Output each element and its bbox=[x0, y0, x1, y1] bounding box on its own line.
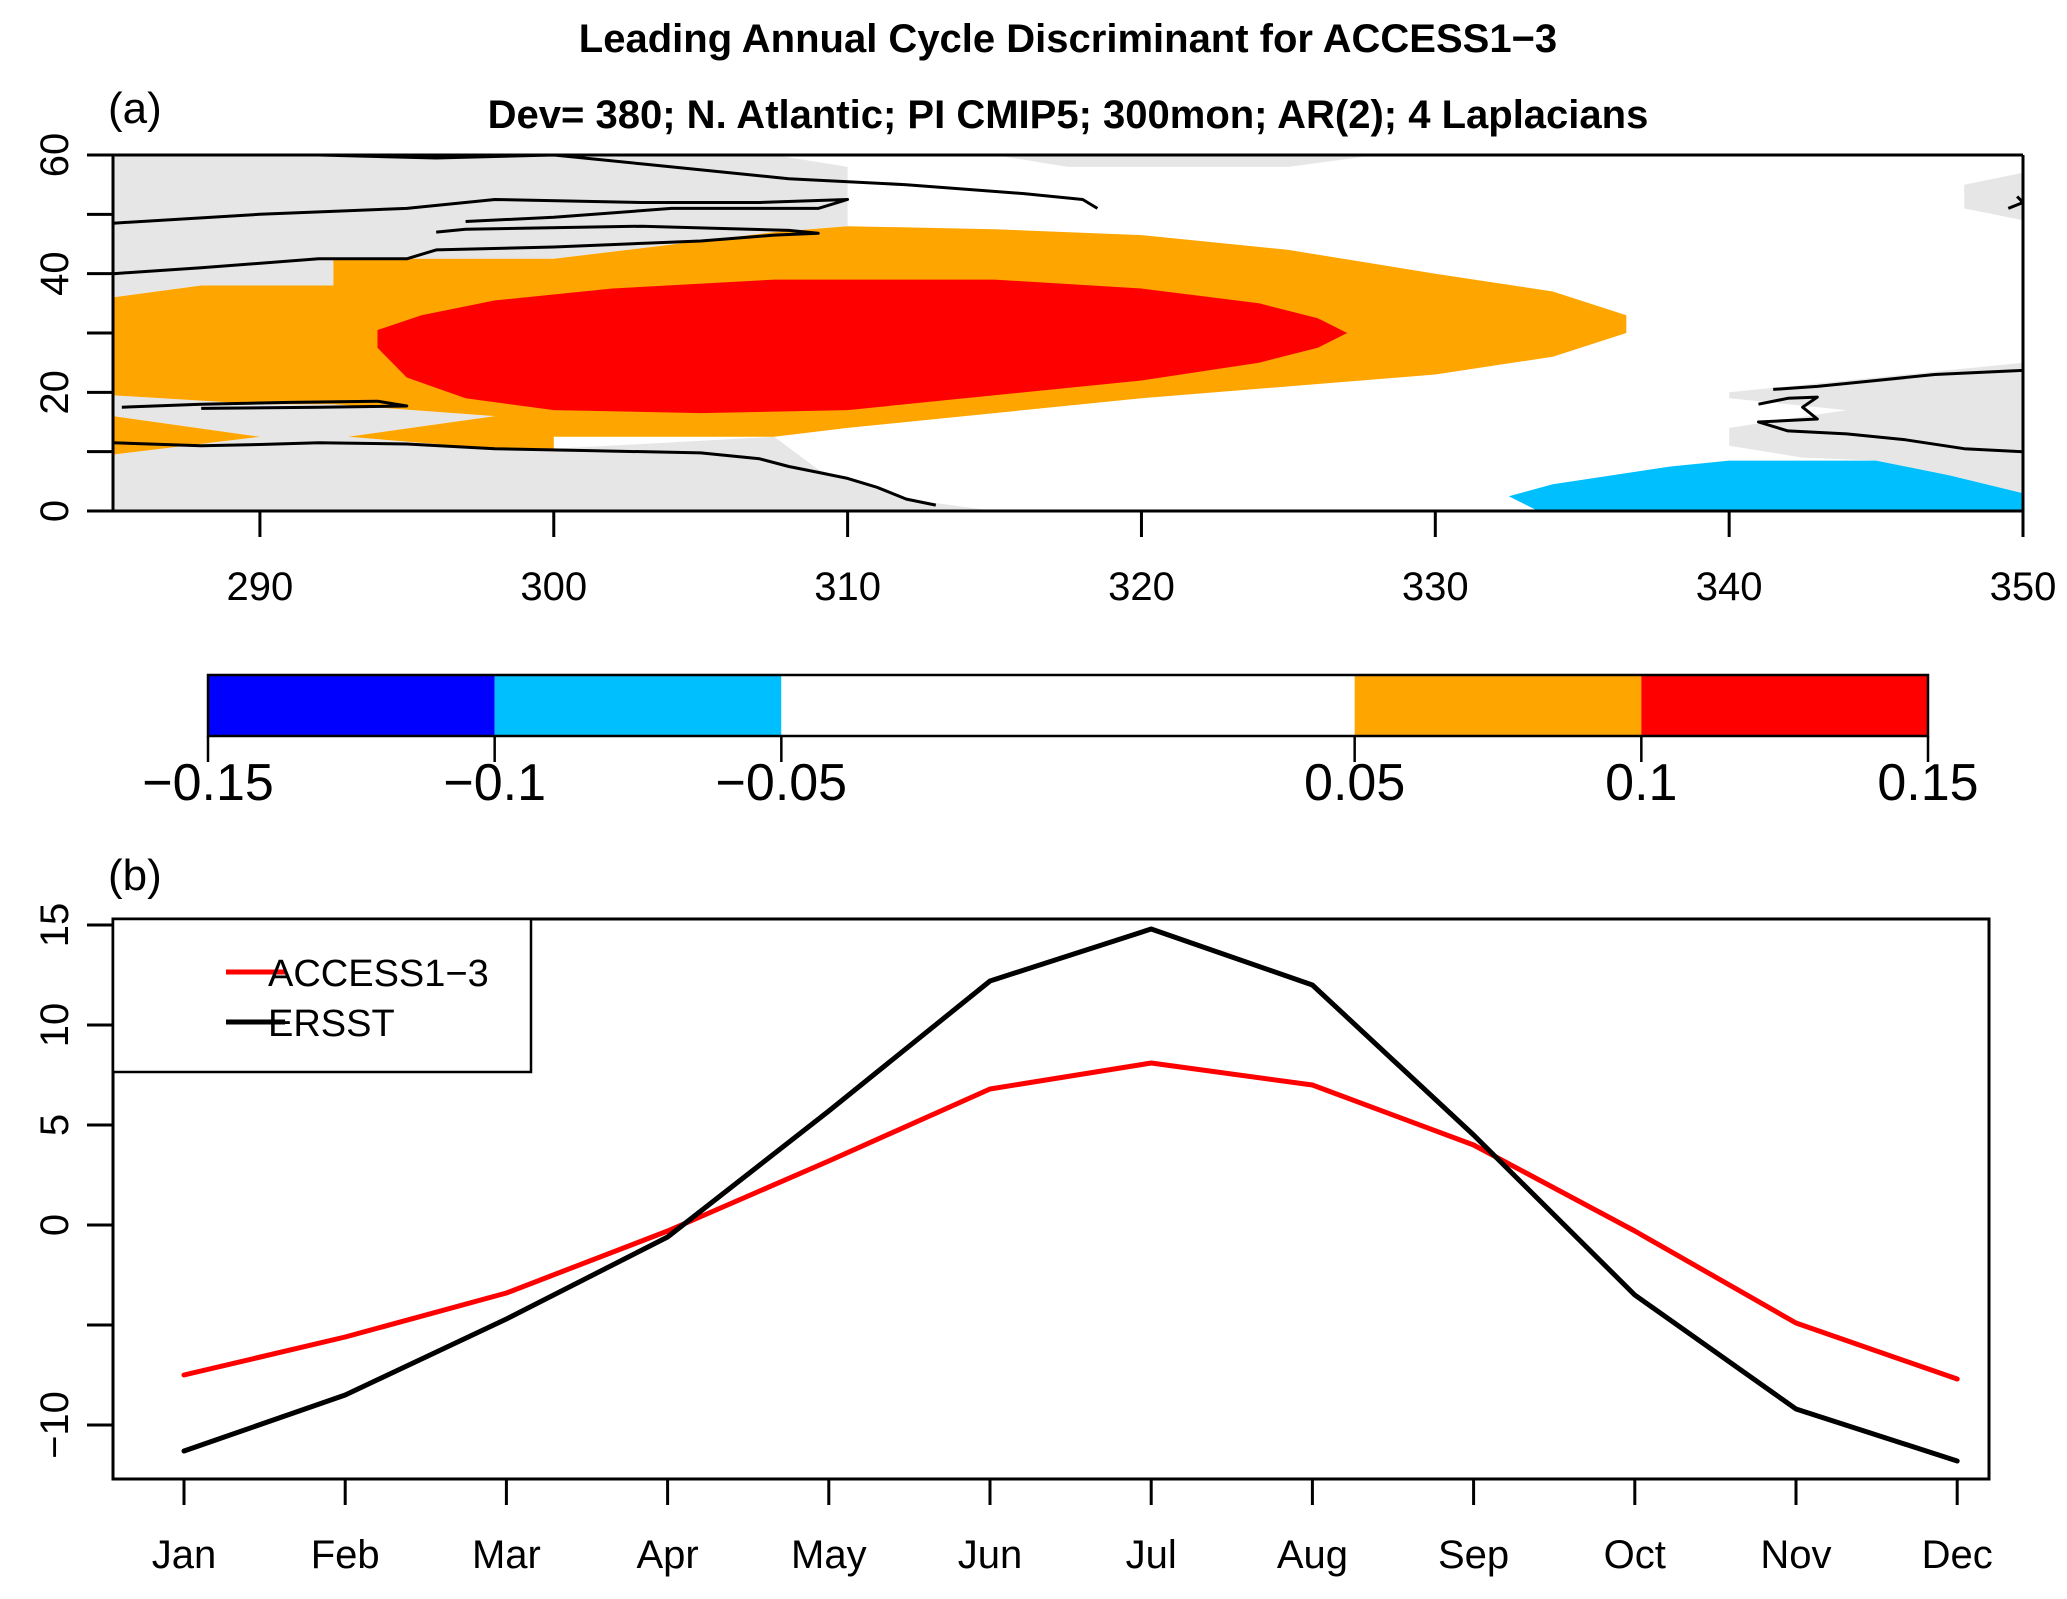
map-y-tick-label: 60 bbox=[33, 133, 77, 178]
line-y-tick-label: 5 bbox=[33, 1114, 77, 1136]
field-layer bbox=[113, 226, 2023, 511]
panel-b-label: (b) bbox=[108, 851, 162, 900]
map-y-tick-label: 0 bbox=[33, 500, 77, 522]
line-series-layer bbox=[181, 926, 1960, 1464]
map-area bbox=[113, 155, 2023, 511]
map-x-tick-label: 330 bbox=[1402, 565, 1469, 609]
coastline-0 bbox=[113, 224, 820, 276]
line-y-tick-label: 0 bbox=[33, 1214, 77, 1236]
legend: ACCESS1−3 ERSST bbox=[111, 917, 533, 1074]
line-y-tick-label: 15 bbox=[33, 903, 77, 948]
colorbar-segment bbox=[494, 675, 782, 736]
line-x-tick-label-jul: Jul bbox=[1126, 1533, 1177, 1577]
line-x-tick-label-may: May bbox=[791, 1533, 867, 1577]
line-y-tick-label: 10 bbox=[33, 1003, 77, 1048]
colorbar-segment bbox=[1354, 675, 1642, 736]
coastline-6 bbox=[1757, 395, 2023, 454]
contour-region-positive-0-05-0-1-orange-southwest-lobe-2 bbox=[348, 416, 554, 449]
figure-title: Leading Annual Cycle Discriminant for AC… bbox=[579, 17, 1557, 61]
legend-label-ersst: ERSST bbox=[268, 1003, 395, 1045]
land-region-caribbean-gulf bbox=[113, 395, 995, 511]
map-x-ticks: 290 300 310 320 330 340 350 bbox=[227, 511, 2057, 609]
line-y-ticks: −10 0 5 10 15 bbox=[33, 903, 113, 1459]
contour-region-positive-0-1-0-15-red bbox=[377, 279, 1348, 414]
coastline-7 bbox=[2007, 195, 2023, 210]
colorbar-tick-label: 0.05 bbox=[1304, 754, 1405, 812]
line-x-tick-label-jan: Jan bbox=[152, 1533, 217, 1577]
line-x-tick-label-oct: Oct bbox=[1604, 1533, 1666, 1577]
line-x-tick-label-feb: Feb bbox=[311, 1533, 380, 1577]
line-x-tick-label-nov: Nov bbox=[1760, 1533, 1831, 1577]
colorbar-tick-label: −0.05 bbox=[716, 754, 848, 812]
colorbar: −0.15 −0.1 −0.05 0.05 0.1 0.15 bbox=[142, 673, 1979, 812]
colorbar-segment bbox=[208, 675, 495, 736]
line-x-tick-label-sep: Sep bbox=[1438, 1533, 1509, 1577]
colorbar-tick-label: 0.15 bbox=[1877, 754, 1978, 812]
colorbar-segment bbox=[781, 675, 1355, 736]
map-x-tick-label: 310 bbox=[814, 565, 881, 609]
line-plot-frame bbox=[111, 917, 1991, 1481]
line-y-tick-label: −10 bbox=[33, 1391, 77, 1459]
series-line-ersst bbox=[181, 926, 1960, 1464]
map-y-ticks: 0 20 40 60 bbox=[33, 133, 113, 522]
land-region-europe-edge bbox=[1964, 172, 2023, 221]
coastline-2 bbox=[318, 155, 1099, 210]
line-x-tick-label-aug: Aug bbox=[1277, 1533, 1348, 1577]
line-x-tick-label-apr: Apr bbox=[636, 1533, 698, 1577]
colorbar-tick-label: −0.15 bbox=[142, 754, 274, 812]
panel-a-subtitle: Dev= 380; N. Atlantic; PI CMIP5; 300mon;… bbox=[488, 93, 1649, 137]
map-x-tick-label: 350 bbox=[1990, 565, 2057, 609]
map-x-tick-label: 290 bbox=[227, 565, 294, 609]
land-region-west-africa bbox=[1729, 362, 2023, 494]
line-x-ticks: Jan Feb Mar Apr May Jun Jul Aug Sep Oct Nov Dec bbox=[152, 1479, 1993, 1577]
legend-label-access: ACCESS1−3 bbox=[268, 953, 489, 995]
map-y-tick-label: 20 bbox=[33, 370, 77, 415]
series-line-access1-3 bbox=[181, 1060, 1960, 1382]
colorbar-segment bbox=[1641, 675, 1928, 736]
panel-a-label: (a) bbox=[108, 84, 162, 133]
legend-box bbox=[111, 917, 533, 1074]
land-region-northern-strip bbox=[994, 155, 1377, 167]
colorbar-tick-label: 0.1 bbox=[1605, 754, 1677, 812]
line-x-tick-label-mar: Mar bbox=[472, 1533, 541, 1577]
map-x-tick-label: 340 bbox=[1696, 565, 1763, 609]
map-x-tick-label: 320 bbox=[1108, 565, 1175, 609]
map-y-tick-label: 40 bbox=[33, 251, 77, 296]
colorbar-border bbox=[206, 673, 1930, 738]
map-x-tick-label: 300 bbox=[520, 565, 587, 609]
line-x-tick-label-jun: Jun bbox=[958, 1533, 1023, 1577]
coastline-3 bbox=[121, 399, 409, 410]
colorbar-tick-label: −0.1 bbox=[443, 754, 546, 812]
coastline-4 bbox=[113, 441, 937, 507]
line-x-tick-label-dec: Dec bbox=[1922, 1533, 1993, 1577]
coastline-5 bbox=[1773, 368, 2023, 391]
coastline-layer bbox=[113, 155, 2023, 507]
coastline-1 bbox=[113, 198, 850, 225]
contour-region-negative-0-1-to-0-05-light-blue bbox=[1508, 460, 2023, 511]
